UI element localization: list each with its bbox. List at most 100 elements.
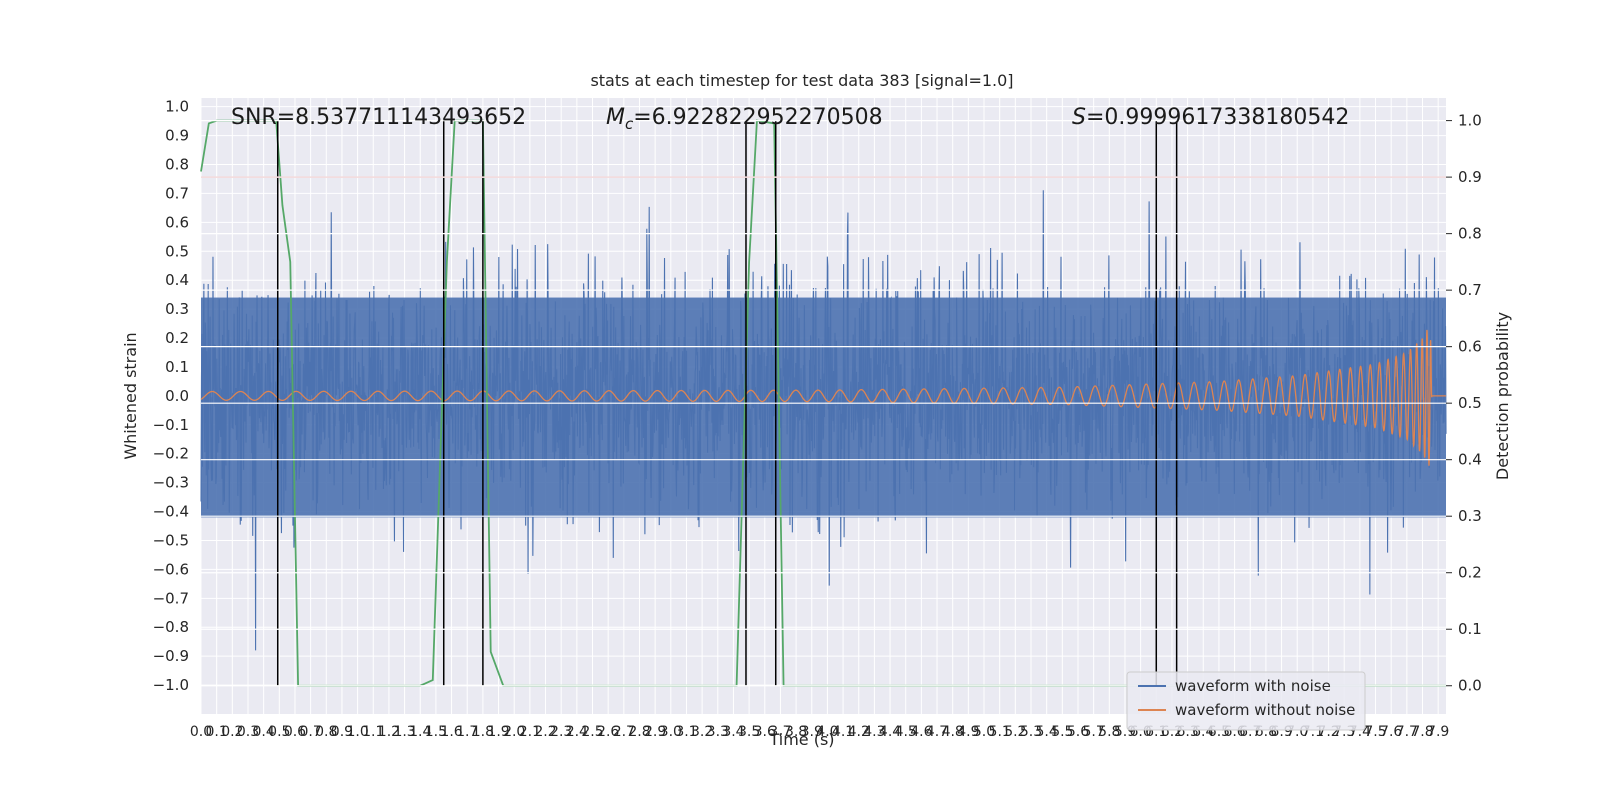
y-tick-label: −0.8 — [153, 618, 189, 636]
y-tick-label: −0.4 — [153, 503, 189, 521]
x-tick-label: 4.1 — [832, 724, 854, 740]
x-tick-label: 0.5 — [268, 724, 290, 740]
x-tick-label: 0.8 — [315, 724, 337, 740]
x-tick-label: 7.5 — [1364, 724, 1386, 740]
s-symbol: S — [1072, 105, 1086, 130]
x-tick-label: 5.6 — [1067, 724, 1089, 740]
x-tick-label: 3.2 — [691, 724, 713, 740]
x-tick-label: 1.2 — [378, 724, 400, 740]
x-tick-label: 1.1 — [362, 724, 384, 740]
x-tick-label: 2.8 — [628, 724, 650, 740]
x-tick-label: 4.6 — [910, 724, 932, 740]
waveform-without-noise-series — [200, 329, 1446, 466]
y2-tick-label: 0.0 — [1458, 677, 1482, 695]
x-tick-label: 0.0 — [190, 724, 212, 740]
y-tick-label: −0.1 — [153, 416, 189, 434]
y2-tick-label: 0.9 — [1458, 168, 1482, 186]
s-annotation: S=0.9999617338180542 — [1072, 105, 1349, 130]
x-tick-label: 0.2 — [221, 724, 243, 740]
y2-tick-label: 0.5 — [1458, 394, 1482, 412]
y2-axis-label: Detection probability — [1493, 312, 1512, 480]
x-tick-label: 2.6 — [597, 724, 619, 740]
y2-tick-label: 0.1 — [1458, 620, 1482, 638]
x-tick-label: 5.8 — [1098, 724, 1120, 740]
x-tick-label: 1.4 — [409, 724, 431, 740]
x-tick-label: 3.3 — [707, 724, 729, 740]
y2-axis-ticks: 0.0 0.1 0.2 0.3 0.4 0.5 0.6 0.7 0.8 0.9 1.0 — [1446, 112, 1482, 695]
x-tick-label: 5.3 — [1020, 724, 1042, 740]
waveform-with-noise-series — [200, 190, 1447, 651]
legend-box — [1126, 671, 1366, 731]
y-tick-label: 0.4 — [165, 271, 189, 289]
s-value: =0.9999617338180542 — [1086, 105, 1349, 130]
x-tick-label: 7.6 — [1380, 724, 1402, 740]
x-tick-label: 2.0 — [503, 724, 525, 740]
x-tick-label: 3.7 — [769, 724, 791, 740]
x-tick-label: 2.3 — [550, 724, 572, 740]
x-tick-label: 4.8 — [942, 724, 964, 740]
x-tick-label: 4.0 — [816, 724, 838, 740]
x-tick-label: 1.3 — [393, 724, 415, 740]
chirp-mass-subscript: c — [625, 115, 634, 133]
y-tick-label: −0.5 — [153, 531, 189, 549]
x-tick-label: 0.9 — [331, 724, 353, 740]
x-tick-label: 3.0 — [660, 724, 682, 740]
x-tick-label: 4.7 — [926, 724, 948, 740]
x-tick-label: 3.1 — [675, 724, 697, 740]
x-tick-label: 5.0 — [973, 724, 995, 740]
x-tick-label: 1.7 — [456, 724, 478, 740]
y2-tick-label: 0.2 — [1458, 564, 1482, 582]
x-tick-label: 1.6 — [440, 724, 462, 740]
legend-label-clean: waveform without noise — [1175, 701, 1355, 719]
y2-tick-label: 0.7 — [1458, 281, 1482, 299]
chart-title: stats at each timestep for test data 383… — [590, 71, 1013, 90]
x-tick-label: 0.1 — [206, 724, 228, 740]
y-tick-label: 0.3 — [165, 300, 189, 318]
x-tick-label: 3.9 — [801, 724, 823, 740]
x-tick-label: 0.3 — [237, 724, 259, 740]
y-tick-label: −0.6 — [153, 560, 189, 578]
x-tick-label: 5.4 — [1036, 724, 1058, 740]
snr-annotation: SNR=8.537711143493652 — [231, 105, 526, 130]
chirp-mass-annotation: Mc=6.922822952270508 — [606, 105, 883, 133]
y2-tick-label: 0.4 — [1458, 451, 1482, 469]
x-tick-label: 2.4 — [566, 724, 588, 740]
y2-tick-label: 0.3 — [1458, 507, 1482, 525]
x-tick-label: 5.7 — [1083, 724, 1105, 740]
x-tick-label: 4.5 — [895, 724, 917, 740]
y-tick-label: 0.0 — [165, 387, 189, 405]
legend-label-noise: waveform with noise — [1175, 677, 1331, 695]
y-tick-label: 0.7 — [165, 184, 189, 202]
y-axis-ticks: −1.0 −0.9 −0.8 −0.7 −0.6 −0.5 −0.4 −0.3 −0.2 −0.1… — [153, 98, 189, 694]
y-tick-label: 0.5 — [165, 242, 189, 260]
y2-tick-label: 1.0 — [1458, 112, 1482, 130]
y-tick-label: 0.1 — [165, 358, 189, 376]
y-tick-label: −0.9 — [153, 647, 189, 665]
x-tick-label: 4.3 — [863, 724, 885, 740]
x-tick-label: 2.1 — [519, 724, 541, 740]
x-tick-label: 4.9 — [957, 724, 979, 740]
x-tick-label: 0.4 — [253, 724, 275, 740]
y-tick-label: −0.3 — [153, 474, 189, 492]
x-tick-label: 4.2 — [848, 724, 870, 740]
legend: waveform with noise waveform without noi… — [1126, 671, 1366, 731]
y-tick-label: −0.2 — [153, 445, 189, 463]
x-tick-label: 3.8 — [785, 724, 807, 740]
y-axis-label: Whitened strain — [121, 332, 140, 459]
y-tick-label: 0.9 — [165, 127, 189, 145]
chirp-mass-symbol: M — [606, 105, 625, 130]
y-tick-label: 0.2 — [165, 329, 189, 347]
noise-waveform-core — [201, 297, 1446, 518]
x-tick-label: 3.6 — [754, 724, 776, 740]
x-tick-label: 4.4 — [879, 724, 901, 740]
x-tick-label: 2.2 — [534, 724, 556, 740]
x-tick-label: 5.1 — [989, 724, 1011, 740]
x-tick-label: 1.5 — [425, 724, 447, 740]
y-tick-label: 0.8 — [165, 156, 189, 174]
x-tick-label: 7.7 — [1396, 724, 1418, 740]
secondary-grid — [201, 120, 1446, 687]
x-tick-label: 2.9 — [644, 724, 666, 740]
x-tick-label: 0.6 — [284, 724, 306, 740]
x-tick-label: 2.7 — [613, 724, 635, 740]
